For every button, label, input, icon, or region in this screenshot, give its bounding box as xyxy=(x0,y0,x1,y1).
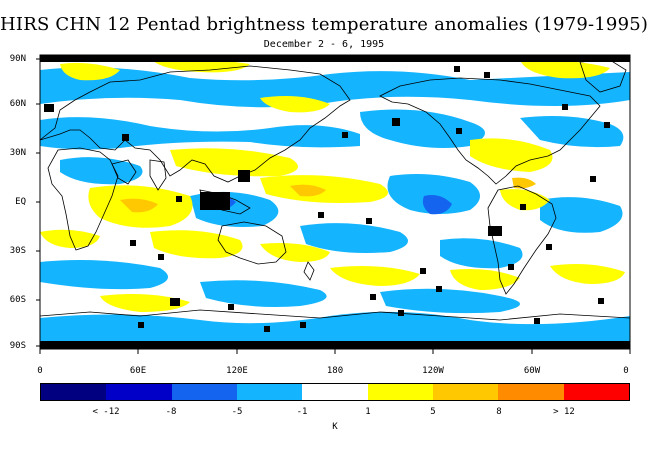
legend-unit: K xyxy=(332,422,338,432)
lon-label-180: 180 xyxy=(326,366,344,376)
legend-swatch-1 xyxy=(106,384,172,400)
lat-label-90s: 90S xyxy=(9,341,26,351)
lat-label-30s: 30S xyxy=(9,246,26,256)
lat-label-60n: 60N xyxy=(9,99,26,109)
legend-label-8: 8 xyxy=(496,407,502,417)
lon-label-0-east: 0 xyxy=(623,366,629,376)
legend-label-5: 5 xyxy=(430,407,436,417)
legend-swatch-3 xyxy=(236,384,303,400)
legend-swatch-0 xyxy=(41,384,107,400)
legend-label-lt-minus-12: < -12 xyxy=(92,407,120,417)
legend-swatch-7 xyxy=(498,384,564,400)
legend-swatch-8 xyxy=(563,384,629,400)
lat-label-eq: EQ xyxy=(15,197,26,207)
color-legend-bar xyxy=(40,383,630,401)
legend-swatch-4 xyxy=(302,384,368,400)
legend-label-gt-12: > 12 xyxy=(553,407,575,417)
negative-anomaly-patches xyxy=(40,67,630,342)
lon-label-60e: 60E xyxy=(129,366,147,376)
lat-label-60s: 60S xyxy=(9,295,26,305)
map-title: HIRS CHN 12 Pentad brightness temperatur… xyxy=(0,14,648,35)
legend-label-minus-5: -5 xyxy=(231,407,243,417)
axis-ticks xyxy=(36,58,631,354)
lon-label-120e: 120E xyxy=(226,366,248,376)
map-subtitle: December 2 - 6, 1995 xyxy=(263,39,385,50)
lon-label-60w: 60W xyxy=(523,366,541,376)
legend-label-minus-8: -8 xyxy=(165,407,177,417)
legend-label-1: 1 xyxy=(365,407,371,417)
legend-swatch-6 xyxy=(432,384,499,400)
lat-label-90n: 90N xyxy=(9,54,26,64)
lat-label-30n: 30N xyxy=(9,148,26,158)
lon-label-120w: 120W xyxy=(422,366,444,376)
legend-label-minus-1: -1 xyxy=(296,407,308,417)
legend-swatch-2 xyxy=(171,384,237,400)
legend-swatch-5 xyxy=(367,384,433,400)
lon-label-0: 0 xyxy=(37,366,43,376)
missing-data-blocks xyxy=(40,55,630,349)
